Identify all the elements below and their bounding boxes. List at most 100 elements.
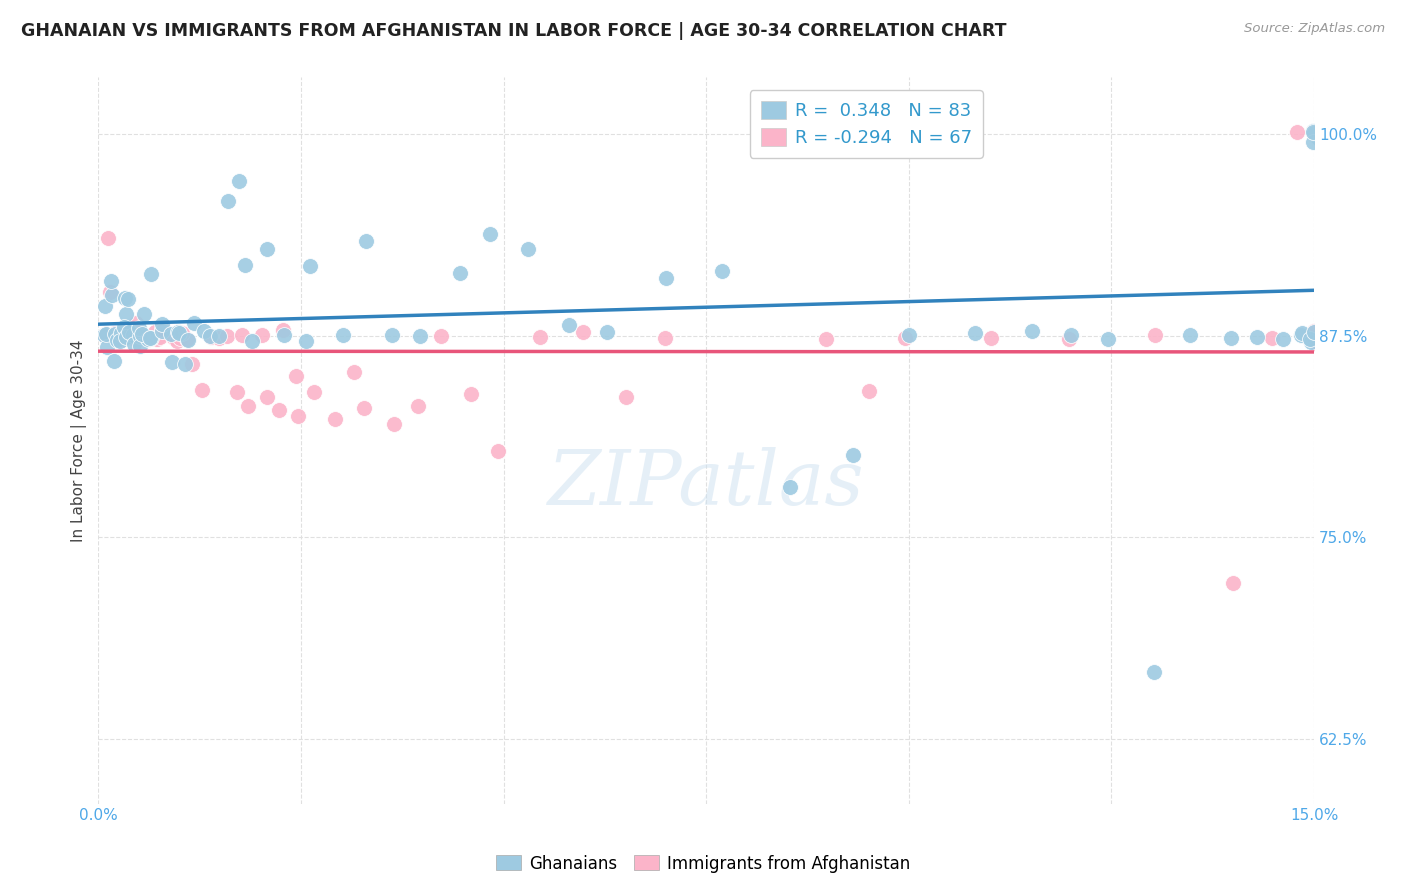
Point (94, 299, 117, 313)
Point (160, 355, 183, 369)
Point (233, 258, 256, 272)
Point (215, 329, 238, 343)
Point (111, 332, 134, 346)
Point (353, 401, 375, 415)
Point (1246, 330, 1268, 344)
Point (1302, 125, 1324, 139)
Point (200, 330, 222, 344)
Point (124, 332, 146, 346)
Point (1097, 332, 1119, 346)
Point (122, 336, 145, 351)
Point (1302, 126, 1324, 140)
Point (516, 242, 538, 256)
Point (226, 384, 249, 399)
Point (1178, 328, 1201, 343)
Point (111, 333, 134, 347)
Point (96, 340, 118, 354)
Point (654, 331, 676, 345)
Point (134, 329, 156, 343)
Point (1021, 324, 1043, 338)
Point (150, 317, 173, 331)
Point (1291, 327, 1313, 342)
Point (295, 334, 318, 348)
Point (1306, 130, 1329, 145)
Point (1057, 332, 1080, 346)
Point (167, 325, 190, 339)
Point (136, 330, 159, 344)
Point (149, 330, 172, 344)
Legend: Ghanaians, Immigrants from Afghanistan: Ghanaians, Immigrants from Afghanistan (489, 848, 917, 880)
Point (1260, 330, 1282, 344)
Point (143, 325, 166, 339)
Point (96, 327, 118, 342)
Point (529, 330, 551, 344)
Point (449, 266, 471, 280)
Point (897, 328, 920, 343)
Point (231, 328, 253, 343)
Point (129, 338, 152, 352)
Text: Source: ZipAtlas.com: Source: ZipAtlas.com (1244, 22, 1385, 36)
Point (382, 417, 405, 431)
Point (238, 400, 260, 414)
Point (125, 317, 148, 331)
Point (208, 331, 231, 345)
Point (150, 322, 173, 336)
Point (183, 316, 205, 330)
Point (176, 331, 198, 345)
Point (486, 444, 509, 458)
Point (894, 331, 917, 345)
Point (298, 259, 321, 273)
Point (97, 231, 120, 245)
Point (273, 327, 295, 342)
Point (191, 383, 214, 397)
Point (1303, 331, 1326, 345)
Point (128, 321, 150, 335)
Point (98, 285, 121, 299)
Point (172, 326, 194, 341)
Point (571, 326, 593, 340)
Point (1299, 328, 1322, 343)
Point (100, 274, 122, 288)
Point (114, 327, 136, 342)
Point (332, 328, 354, 343)
Point (1143, 665, 1166, 680)
Point (181, 357, 204, 371)
Point (409, 328, 432, 343)
Point (174, 357, 197, 371)
Point (1302, 124, 1324, 138)
Point (139, 268, 162, 282)
Point (285, 369, 308, 384)
Text: ZIPatlas: ZIPatlas (548, 447, 865, 521)
Point (162, 330, 184, 344)
Point (127, 327, 149, 342)
Point (980, 331, 1002, 345)
Point (460, 386, 482, 401)
Point (711, 264, 734, 278)
Point (858, 384, 880, 398)
Point (1285, 125, 1308, 139)
Point (101, 288, 124, 302)
Point (118, 325, 141, 339)
Point (1306, 126, 1329, 140)
Point (103, 327, 125, 342)
Point (122, 328, 145, 343)
Point (1302, 324, 1324, 338)
Point (779, 479, 801, 493)
Point (136, 332, 159, 346)
Y-axis label: In Labor Force | Age 30-34: In Labor Force | Age 30-34 (72, 339, 87, 541)
Point (1222, 575, 1244, 590)
Point (256, 243, 278, 257)
Point (93, 327, 115, 342)
Point (1144, 328, 1167, 343)
Point (381, 328, 404, 343)
Point (93, 327, 115, 342)
Point (343, 365, 366, 379)
Point (198, 328, 221, 343)
Point (228, 174, 250, 188)
Point (250, 328, 273, 343)
Point (217, 194, 239, 208)
Point (105, 333, 128, 347)
Point (169, 331, 191, 345)
Point (356, 235, 378, 249)
Point (138, 330, 160, 344)
